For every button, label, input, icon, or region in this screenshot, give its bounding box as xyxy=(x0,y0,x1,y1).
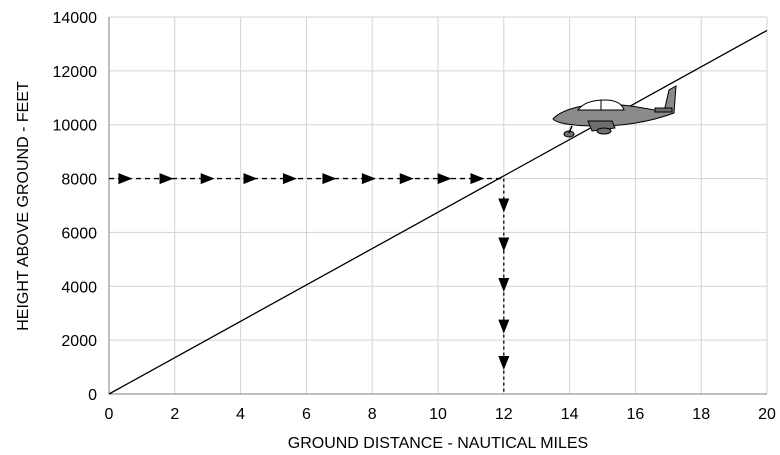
y-tick-label: 14000 xyxy=(53,10,98,27)
right-arrow-marker xyxy=(200,173,215,185)
airplane-nose-wheel xyxy=(563,130,575,138)
glide-path-line xyxy=(108,29,768,395)
x-tick-label: 6 xyxy=(302,406,311,423)
x-tick-label: 14 xyxy=(561,406,579,423)
down-arrow-marker xyxy=(498,198,510,213)
right-arrow-marker xyxy=(322,173,337,185)
down-arrow-marker xyxy=(498,356,510,371)
x-tick-label: 0 xyxy=(105,406,114,423)
airplane-icon xyxy=(552,85,677,138)
grid xyxy=(108,16,768,395)
y-tick-label: 6000 xyxy=(61,225,97,242)
reference-path xyxy=(109,173,510,394)
right-arrow-marker xyxy=(470,173,485,185)
x-tick-label: 20 xyxy=(758,406,776,423)
right-arrow-marker xyxy=(361,173,376,185)
x-tick-label: 8 xyxy=(368,406,377,423)
x-tick-label: 16 xyxy=(627,406,645,423)
plot-frame xyxy=(108,17,767,395)
airplane-tailplane xyxy=(654,107,673,113)
right-arrow-marker xyxy=(159,173,174,185)
airplane-main-wheel xyxy=(596,127,612,135)
y-tick-label: 4000 xyxy=(61,279,97,296)
right-arrow-marker xyxy=(399,173,414,185)
tick-labels: 0 2 4 6 8 10 12 14 16 18 20 0 2000 4000 6000 8000 10000 1… xyxy=(53,10,777,423)
y-axis-title: HEIGHT ABOVE GROUND - FEET xyxy=(15,81,32,331)
right-arrow-marker xyxy=(118,173,133,185)
x-tick-label: 10 xyxy=(429,406,447,423)
y-tick-label: 10000 xyxy=(53,118,98,135)
x-tick-label: 12 xyxy=(495,406,513,423)
down-arrow-marker xyxy=(498,319,510,334)
right-arrow-marker xyxy=(437,173,452,185)
airplane-gear-strut xyxy=(568,125,573,134)
x-tick-label: 18 xyxy=(692,406,710,423)
x-tick-label: 2 xyxy=(170,406,179,423)
x-tick-label: 4 xyxy=(236,406,245,423)
down-arrow-marker xyxy=(498,277,510,292)
y-tick-label: 8000 xyxy=(61,172,97,189)
right-arrow-marker xyxy=(243,173,258,185)
series xyxy=(108,29,768,395)
x-axis-title: GROUND DISTANCE - NAUTICAL MILES xyxy=(288,435,588,452)
right-arrow-marker xyxy=(282,173,297,185)
y-tick-label: 0 xyxy=(88,387,97,404)
y-tick-label: 2000 xyxy=(61,333,97,350)
y-tick-label: 12000 xyxy=(53,64,98,81)
down-arrow-marker xyxy=(498,237,510,252)
